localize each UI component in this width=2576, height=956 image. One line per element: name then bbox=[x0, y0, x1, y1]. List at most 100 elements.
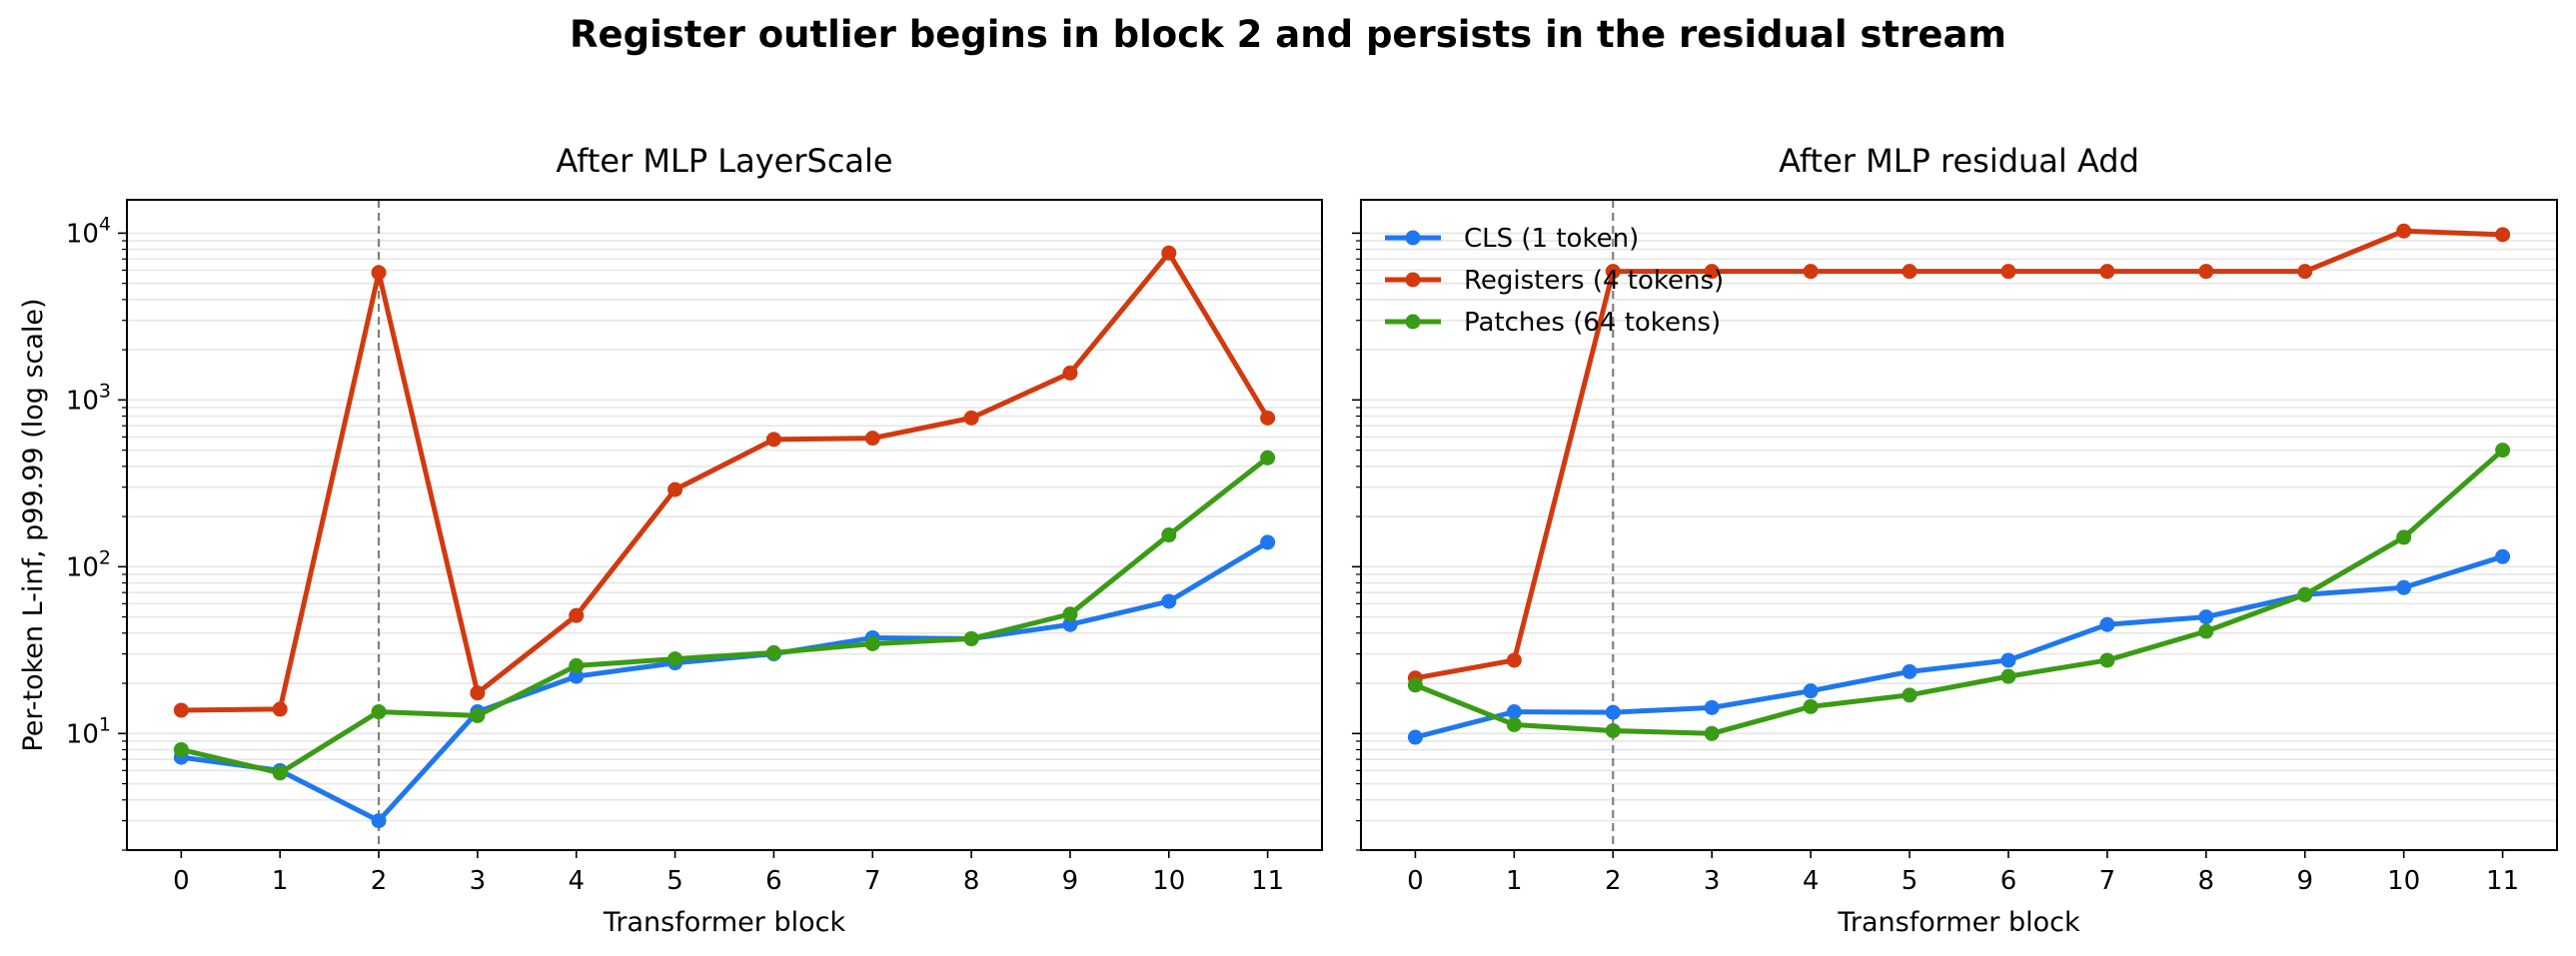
data-point bbox=[1605, 704, 1621, 720]
data-point bbox=[1506, 652, 1522, 668]
x-tick-label: 2 bbox=[1605, 866, 1622, 896]
data-point bbox=[1803, 264, 1819, 280]
x-tick-label: 8 bbox=[2198, 866, 2215, 896]
data-point bbox=[1260, 450, 1276, 466]
legend-label: Registers (4 tokens) bbox=[1464, 266, 1724, 296]
x-tick-label: 6 bbox=[2000, 866, 2017, 896]
series-1 bbox=[1407, 223, 2511, 686]
x-tick-label: 2 bbox=[371, 866, 388, 896]
data-point bbox=[371, 704, 387, 720]
y-tick-label: 101 bbox=[66, 713, 111, 749]
data-point bbox=[1704, 264, 1720, 280]
x-tick-label: 0 bbox=[173, 866, 190, 896]
series-line bbox=[178, 455, 1271, 776]
series-line bbox=[178, 250, 1271, 713]
data-point bbox=[1704, 699, 1720, 715]
data-point bbox=[765, 432, 781, 448]
chart-panel-layerscale: 0 1 2 3 4 5 6 7 8 9 10 11 101 102 103 104 After MLP Laye… bbox=[18, 142, 1323, 938]
x-tick-label: 5 bbox=[666, 866, 683, 896]
data-point bbox=[371, 813, 387, 829]
x-tick-label: 7 bbox=[864, 866, 881, 896]
legend-item: CLS (1 token) bbox=[1385, 224, 1639, 254]
data-point bbox=[1902, 264, 1918, 280]
legend-item: Registers (4 tokens) bbox=[1385, 266, 1724, 296]
legend-label: Patches (64 tokens) bbox=[1464, 308, 1721, 338]
legend-label: CLS (1 token) bbox=[1464, 224, 1639, 254]
data-point bbox=[1062, 606, 1078, 622]
data-point bbox=[2396, 579, 2412, 595]
legend-marker bbox=[1405, 314, 1421, 330]
series-1 bbox=[173, 245, 1276, 718]
data-point bbox=[1260, 534, 1276, 550]
series-line bbox=[1412, 228, 2506, 681]
x-tick-label: 4 bbox=[1803, 866, 1820, 896]
gridlines bbox=[1361, 232, 2557, 851]
data-point bbox=[1902, 663, 1918, 679]
data-point bbox=[2000, 668, 2016, 684]
x-tick-label: 6 bbox=[765, 866, 782, 896]
y-tick-label: 102 bbox=[66, 546, 111, 582]
data-point bbox=[2495, 443, 2511, 459]
x-tick-label: 3 bbox=[470, 866, 487, 896]
data-point bbox=[2495, 548, 2511, 564]
data-point bbox=[864, 635, 880, 651]
data-point bbox=[1605, 722, 1621, 738]
legend: CLS (1 token) Registers (4 tokens) Patches… bbox=[1385, 224, 1724, 338]
y-tick-label: 103 bbox=[66, 380, 111, 416]
x-tick-label: 9 bbox=[2296, 866, 2313, 896]
data-point bbox=[2396, 529, 2412, 545]
legend-marker bbox=[1405, 272, 1421, 288]
data-point bbox=[2099, 616, 2115, 632]
data-point bbox=[1407, 677, 1423, 693]
data-point bbox=[1902, 687, 1918, 703]
x-tick-label: 11 bbox=[1251, 866, 1284, 896]
data-point bbox=[2000, 264, 2016, 280]
axes-frame bbox=[126, 199, 1323, 851]
data-point bbox=[2297, 586, 2313, 602]
x-tick-label: 10 bbox=[2387, 866, 2420, 896]
gridlines bbox=[127, 232, 1322, 851]
series-2 bbox=[173, 450, 1276, 781]
data-point bbox=[1062, 365, 1078, 381]
data-point bbox=[1605, 264, 1621, 280]
series-2 bbox=[1407, 443, 2511, 741]
legend-item: Patches (64 tokens) bbox=[1385, 308, 1721, 338]
data-point bbox=[2099, 264, 2115, 280]
data-point bbox=[1704, 725, 1720, 741]
figure-title: Register outlier begins in block 2 and p… bbox=[570, 13, 2006, 56]
data-point bbox=[371, 265, 387, 281]
data-point bbox=[1161, 593, 1177, 609]
data-point bbox=[1506, 716, 1522, 732]
data-point bbox=[1260, 410, 1276, 426]
x-tick-label: 9 bbox=[1062, 866, 1079, 896]
legend-marker bbox=[1405, 230, 1421, 246]
axes-frame bbox=[1360, 199, 2558, 851]
data-point bbox=[963, 410, 979, 426]
x-tick-label: 8 bbox=[963, 866, 980, 896]
data-point bbox=[765, 644, 781, 660]
data-point bbox=[2000, 652, 2016, 668]
data-point bbox=[2396, 223, 2412, 239]
data-point bbox=[173, 702, 189, 718]
x-tick-label: 4 bbox=[568, 866, 585, 896]
x-tick-label: 3 bbox=[1704, 866, 1721, 896]
data-point bbox=[1062, 616, 1078, 632]
x-tick-label: 1 bbox=[1506, 866, 1523, 896]
series-line bbox=[1412, 448, 2506, 736]
data-point bbox=[272, 765, 288, 781]
data-point bbox=[470, 707, 486, 723]
data-point bbox=[864, 431, 880, 447]
data-point bbox=[569, 607, 585, 623]
data-point bbox=[2198, 609, 2214, 625]
y-tick-label: 104 bbox=[66, 213, 111, 249]
data-point bbox=[569, 657, 585, 673]
panel-title: After MLP LayerScale bbox=[556, 142, 892, 180]
data-point bbox=[667, 651, 683, 667]
data-point bbox=[2099, 652, 2115, 668]
x-axis-label: Transformer block bbox=[1837, 907, 2080, 938]
series-line bbox=[178, 539, 1271, 824]
y-axis-label: Per-token L-inf, p99.99 (log scale) bbox=[18, 298, 49, 751]
data-point bbox=[1803, 698, 1819, 714]
x-tick-label: 7 bbox=[2099, 866, 2116, 896]
